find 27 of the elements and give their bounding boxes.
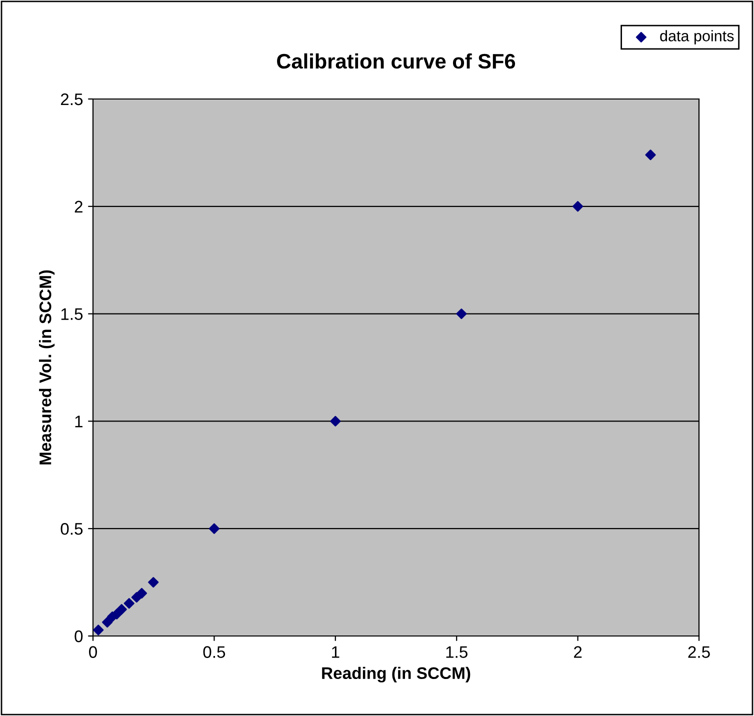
point: [93, 624, 104, 636]
x-tick-label: 1.5: [446, 646, 468, 658]
chart-title: Calibration curve of SF6: [277, 53, 516, 69]
x-tick-label: 2: [574, 646, 582, 658]
y-tick-label: 2.5: [60, 93, 83, 106]
point: [116, 604, 127, 615]
point: [136, 588, 148, 599]
y-tick-label: 0: [74, 630, 83, 642]
point: [208, 523, 220, 534]
y-tick-label: 0.5: [60, 523, 83, 535]
y-tick-label: 1: [75, 416, 82, 428]
point: [148, 577, 159, 588]
point: [645, 150, 656, 160]
y-tick-label: 2: [74, 200, 82, 212]
point: [124, 598, 134, 609]
point: [330, 416, 341, 426]
y-tick-label: 1.5: [61, 308, 83, 320]
x-axis-title: Reading (in SCCM): [322, 666, 470, 682]
legend-label: data points: [660, 30, 734, 44]
point: [102, 616, 113, 628]
point: [456, 308, 467, 320]
x-tick-label: 0.5: [203, 646, 226, 658]
point: [572, 201, 584, 212]
x-tick-label: 1: [332, 646, 340, 658]
y-axis-title: Measured Vol. (in SCCM): [39, 270, 55, 464]
x-tick-label: 0: [89, 646, 97, 658]
x-tick-label: 2.5: [688, 646, 710, 658]
